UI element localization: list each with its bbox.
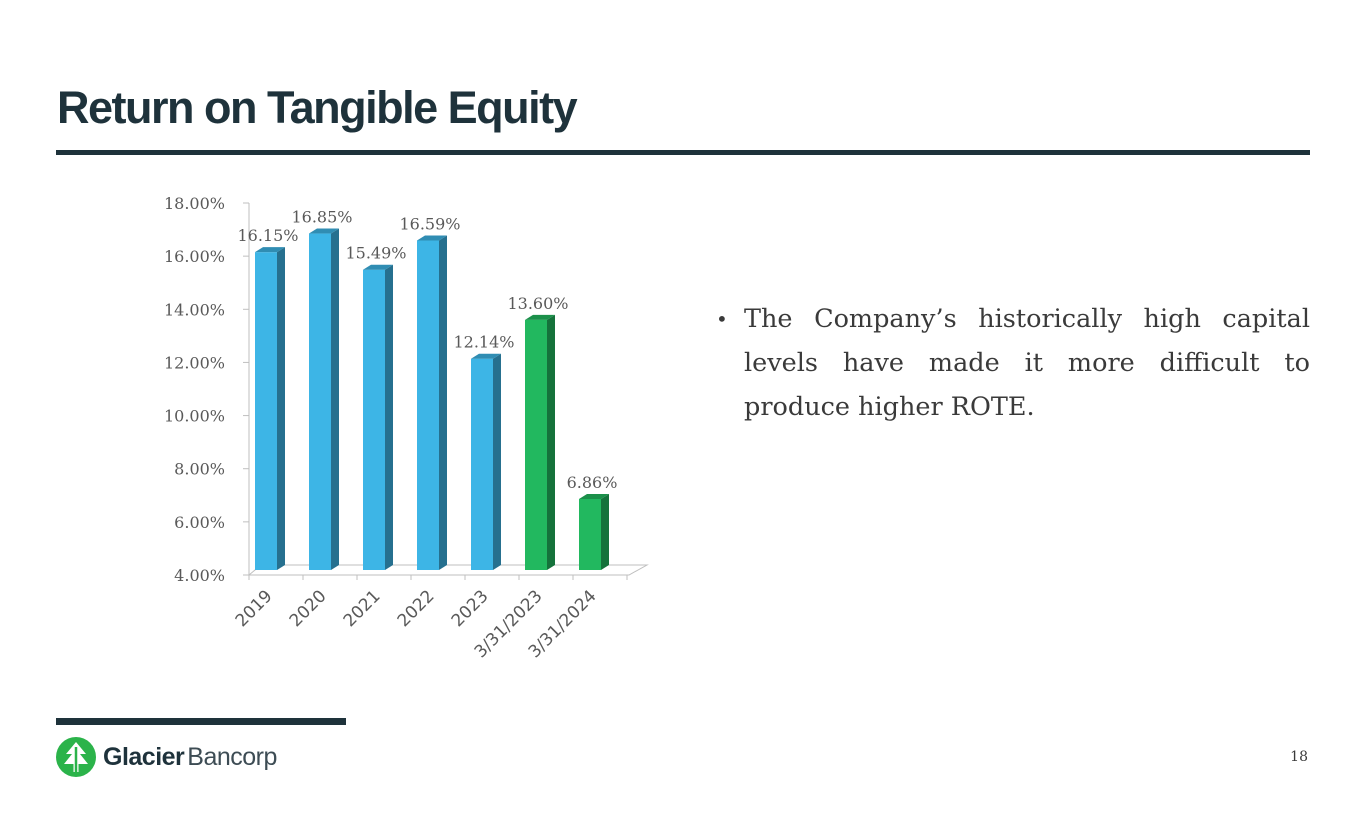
bar-top	[255, 247, 285, 253]
y-tick-label: 16.00%	[164, 247, 225, 266]
data-label: 16.59%	[399, 214, 460, 233]
bar-top	[363, 264, 393, 270]
data-label: 12.14%	[453, 333, 514, 352]
y-tick-label: 10.00%	[164, 407, 225, 426]
bar-top	[309, 228, 339, 234]
title-divider	[56, 150, 1310, 155]
x-category-label: 2022	[394, 586, 439, 631]
bar-top	[417, 235, 447, 241]
bullet-text: The Company’s historically high capital …	[744, 304, 1310, 422]
data-label: 15.49%	[345, 244, 406, 263]
footer-divider	[56, 718, 346, 725]
logo-brand-light: Bancorp	[187, 742, 277, 771]
x-category-label: 2021	[340, 586, 385, 631]
bar-side	[277, 247, 285, 570]
bar-front	[579, 499, 601, 570]
logo-brand-bold: Glacier	[103, 742, 185, 771]
bar-front	[309, 233, 331, 571]
y-tick-label: 4.00%	[174, 566, 225, 585]
x-category-label: 2020	[286, 586, 331, 631]
x-category-label: 2019	[232, 586, 277, 631]
bar-top	[471, 353, 501, 359]
bullet-icon: •	[716, 307, 728, 331]
bar-front	[363, 269, 385, 570]
bar-front	[255, 252, 277, 570]
y-tick-label: 8.00%	[174, 460, 225, 479]
data-label: 16.85%	[291, 208, 352, 227]
bar-front	[525, 319, 547, 570]
y-tick-label: 14.00%	[164, 300, 225, 319]
data-label: 6.86%	[567, 473, 618, 492]
x-category-label: 2023	[448, 586, 493, 631]
bullet-point: • The Company’s historically high capita…	[716, 297, 1310, 429]
page-number: 18	[1290, 749, 1308, 765]
glacier-tree-logo-icon	[56, 737, 96, 777]
bar-front	[471, 358, 493, 570]
bar-side	[547, 314, 555, 570]
bar-top	[579, 494, 609, 500]
bar-top	[525, 314, 555, 320]
y-tick-label: 6.00%	[174, 513, 225, 532]
company-logo: Glacier Bancorp	[55, 736, 277, 778]
data-label: 16.15%	[237, 226, 298, 245]
bar-side	[439, 235, 447, 571]
bar-side	[385, 264, 393, 570]
y-tick-label: 12.00%	[164, 353, 225, 372]
bar-side	[601, 494, 609, 570]
bar-front	[417, 240, 439, 571]
y-tick-label: 18.00%	[164, 194, 225, 213]
page-title: Return on Tangible Equity	[57, 82, 578, 133]
rote-bar-chart: 4.00% 6.00% 8.00% 10.00% 12.00% 14.00% 16.00% 1…	[164, 194, 649, 662]
data-label: 13.60%	[507, 294, 568, 313]
bar-side	[331, 228, 339, 571]
bar-side	[493, 353, 501, 570]
